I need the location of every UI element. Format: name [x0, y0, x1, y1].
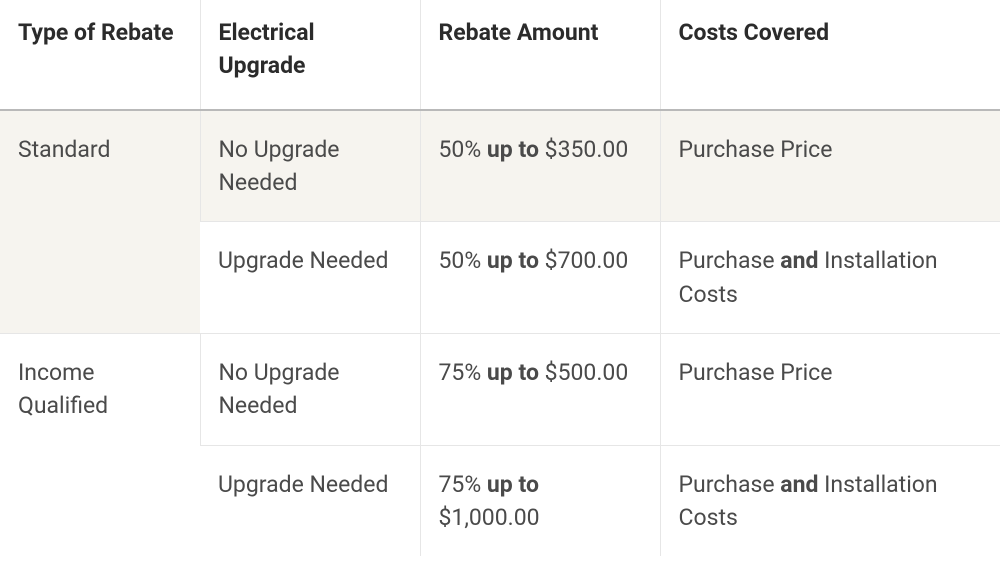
cell-amount: 75% up to $1,000.00 [420, 445, 660, 556]
amount-pct: 50% [439, 136, 482, 163]
cell-costs: Purchase Price [660, 110, 1000, 222]
costs-bold: and [780, 471, 818, 498]
amount-pct: 75% [439, 471, 482, 498]
cell-amount: 50% up to $700.00 [420, 222, 660, 334]
cell-costs: Purchase Price [660, 334, 1000, 446]
col-header-amount: Rebate Amount [420, 0, 660, 110]
cell-costs: Purchase and Installation Costs [660, 222, 1000, 334]
amount-pct: 50% [439, 247, 482, 274]
amount-upto: up to [487, 359, 539, 386]
col-header-costs: Costs Covered [660, 0, 1000, 110]
amount-upto: up to [487, 471, 539, 498]
amount-upto: up to [487, 136, 539, 163]
table-row: Standard No Upgrade Needed 50% up to $35… [0, 110, 1000, 222]
cell-elec: Upgrade Needed [200, 222, 420, 334]
cell-elec: Upgrade Needed [200, 445, 420, 556]
rebate-table: Type of Rebate Electrical Upgrade Rebate… [0, 0, 1000, 556]
cell-elec: No Upgrade Needed [200, 334, 420, 446]
cell-amount: 75% up to $500.00 [420, 334, 660, 446]
cell-amount: 50% up to $350.00 [420, 110, 660, 222]
cell-costs: Purchase and Installation Costs [660, 445, 1000, 556]
cell-elec: No Upgrade Needed [200, 110, 420, 222]
amount-cap: $1,000.00 [439, 504, 540, 531]
costs-pre: Purchase [679, 247, 781, 274]
costs-bold: and [780, 247, 818, 274]
costs-pre: Purchase [679, 471, 781, 498]
amount-cap: $700.00 [545, 247, 629, 274]
col-header-elec: Electrical Upgrade [200, 0, 420, 110]
costs-pre: Purchase Price [679, 359, 833, 386]
amount-upto: up to [487, 247, 539, 274]
col-header-type: Type of Rebate [0, 0, 200, 110]
table-header-row: Type of Rebate Electrical Upgrade Rebate… [0, 0, 1000, 110]
cell-type: Standard [0, 110, 200, 334]
amount-cap: $350.00 [545, 136, 629, 163]
cell-type: Income Qualified [0, 334, 200, 557]
table-row: Income Qualified No Upgrade Needed 75% u… [0, 334, 1000, 446]
amount-cap: $500.00 [545, 359, 629, 386]
amount-pct: 75% [439, 359, 482, 386]
costs-pre: Purchase Price [679, 136, 833, 163]
